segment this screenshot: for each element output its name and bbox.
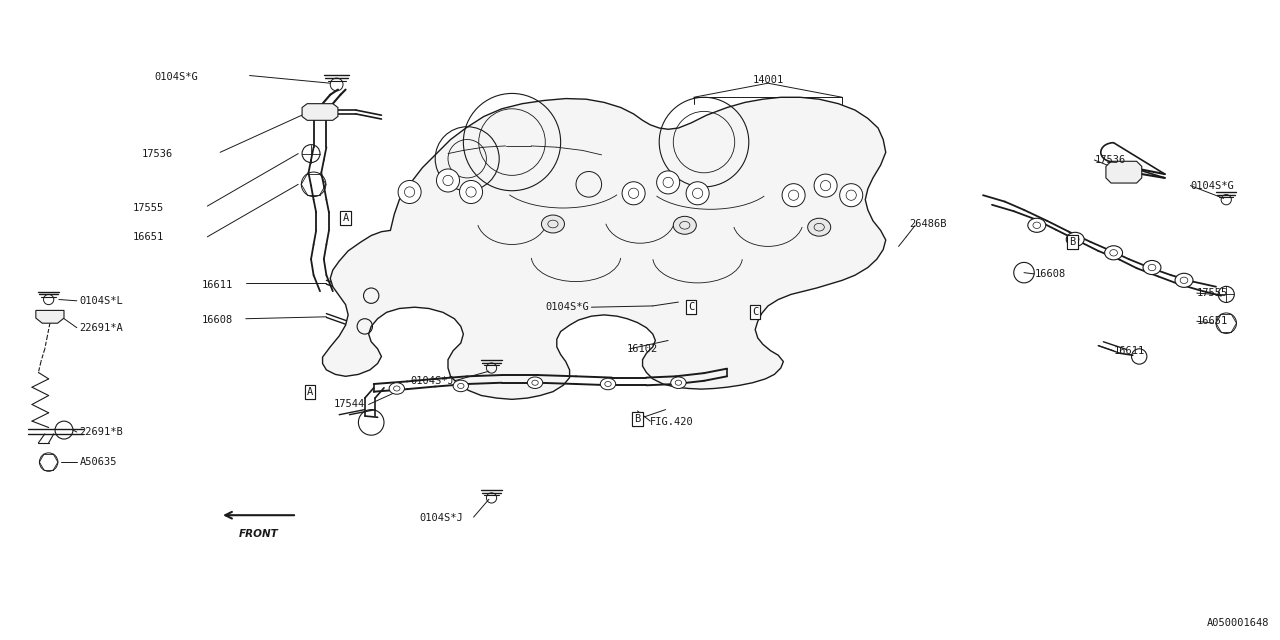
Text: 17544: 17544 — [334, 399, 365, 410]
Text: C: C — [689, 302, 694, 312]
Text: 14001: 14001 — [753, 75, 783, 85]
Ellipse shape — [398, 180, 421, 204]
Text: 0104S*G: 0104S*G — [545, 302, 589, 312]
Text: B: B — [635, 414, 640, 424]
Text: FRONT: FRONT — [238, 529, 279, 540]
Polygon shape — [323, 97, 886, 399]
Polygon shape — [302, 104, 338, 120]
Text: C: C — [753, 307, 758, 317]
Text: 17555: 17555 — [1197, 288, 1228, 298]
Ellipse shape — [657, 171, 680, 194]
Ellipse shape — [1066, 232, 1084, 246]
Ellipse shape — [1105, 246, 1123, 260]
Text: 16651: 16651 — [1197, 316, 1228, 326]
Text: C: C — [753, 307, 758, 317]
Ellipse shape — [1143, 260, 1161, 275]
Ellipse shape — [460, 180, 483, 204]
Text: 0104S*G: 0104S*G — [155, 72, 198, 82]
Text: 16651: 16651 — [133, 232, 164, 242]
Ellipse shape — [453, 380, 468, 392]
Text: A: A — [343, 212, 348, 223]
Ellipse shape — [527, 377, 543, 388]
Text: 17536: 17536 — [1094, 155, 1125, 165]
Text: 22691*A: 22691*A — [79, 323, 123, 333]
Text: A: A — [307, 387, 312, 397]
Ellipse shape — [686, 182, 709, 205]
Polygon shape — [1106, 161, 1142, 183]
Ellipse shape — [600, 378, 616, 390]
Text: A050001648: A050001648 — [1207, 618, 1270, 628]
Ellipse shape — [782, 184, 805, 207]
Ellipse shape — [808, 218, 831, 236]
Text: B: B — [1070, 237, 1075, 247]
Text: 0104S*L: 0104S*L — [79, 296, 123, 306]
Ellipse shape — [436, 169, 460, 192]
Text: 0104S*J: 0104S*J — [411, 376, 454, 386]
Text: 0104S*J: 0104S*J — [420, 513, 463, 524]
Text: 22691*B: 22691*B — [79, 427, 123, 437]
Text: 0104S*G: 0104S*G — [1190, 180, 1234, 191]
Ellipse shape — [1175, 273, 1193, 287]
Ellipse shape — [389, 383, 404, 394]
Text: A: A — [343, 212, 348, 223]
Ellipse shape — [1028, 218, 1046, 232]
Text: B: B — [1070, 237, 1075, 247]
Text: 16608: 16608 — [1034, 269, 1065, 279]
Text: 16611: 16611 — [1114, 346, 1144, 356]
Text: A: A — [307, 387, 312, 397]
Text: 16608: 16608 — [202, 315, 233, 325]
Text: 16102: 16102 — [627, 344, 658, 354]
Ellipse shape — [671, 377, 686, 388]
Text: A50635: A50635 — [79, 457, 116, 467]
Ellipse shape — [622, 182, 645, 205]
Ellipse shape — [673, 216, 696, 234]
Text: 26486B: 26486B — [909, 219, 946, 229]
Ellipse shape — [814, 174, 837, 197]
Text: 16611: 16611 — [202, 280, 233, 290]
Text: C: C — [689, 302, 694, 312]
Ellipse shape — [541, 215, 564, 233]
Polygon shape — [36, 310, 64, 323]
Text: FIG.420: FIG.420 — [650, 417, 694, 428]
Text: 17536: 17536 — [142, 148, 173, 159]
Ellipse shape — [840, 184, 863, 207]
Text: 17555: 17555 — [133, 203, 164, 213]
Text: B: B — [635, 414, 640, 424]
